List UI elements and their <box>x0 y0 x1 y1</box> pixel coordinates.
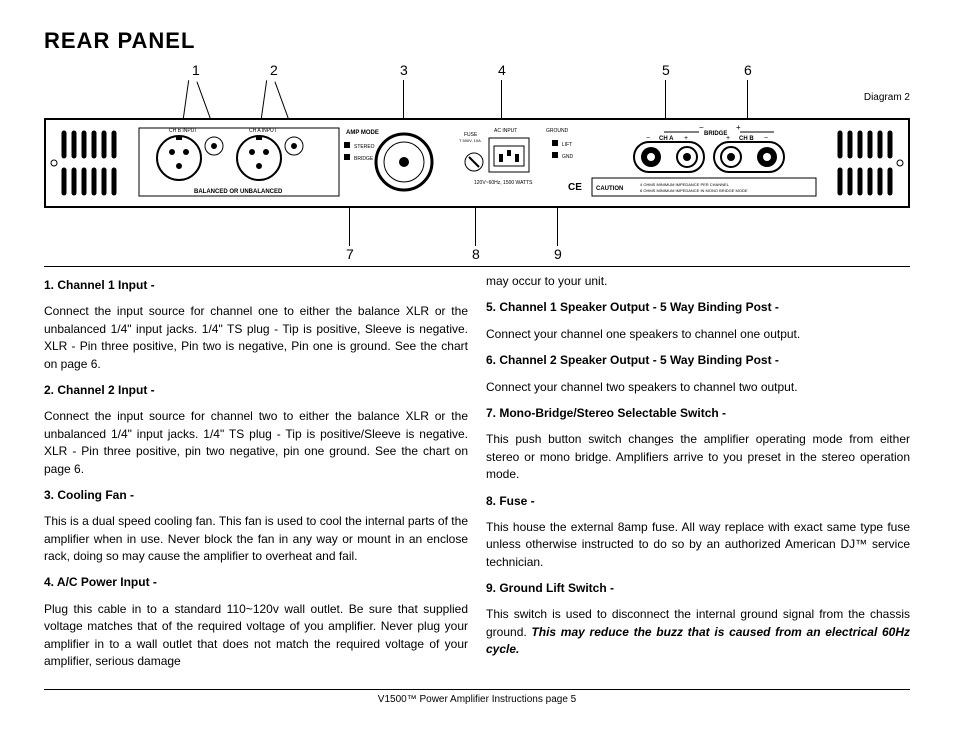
diagram: Diagram 2 1 2 3 4 5 6 7 8 9 <box>44 62 910 262</box>
diagram-caption: Diagram 2 <box>864 92 910 103</box>
page-title: REAR PANEL <box>44 28 910 54</box>
heading-1: 1. Channel 1 Input - <box>44 277 468 294</box>
label-balanced: BALANCED OR UNBALANCED <box>194 189 283 195</box>
body-3: This is a dual speed cooling fan. This f… <box>44 513 468 565</box>
body-4-cont: may occur to your unit. <box>486 273 910 290</box>
divider <box>44 266 910 267</box>
callout-6: 6 <box>744 62 752 78</box>
rear-panel-svg: CH B INPUT CH A INPUT BALANCED OR UNBALA… <box>44 118 910 208</box>
ce-mark: CE <box>568 182 582 193</box>
svg-text:LIFT: LIFT <box>562 142 572 148</box>
right-column: may occur to your unit. 5. Channel 1 Spe… <box>486 273 910 679</box>
heading-3: 3. Cooling Fan - <box>44 487 468 504</box>
label-stereo: STEREO <box>354 144 375 150</box>
callout-1: 1 <box>192 62 200 78</box>
left-column: 1. Channel 1 Input - Connect the input s… <box>44 273 468 679</box>
heading-9: 9. Ground Lift Switch - <box>486 580 910 597</box>
svg-text:−: − <box>646 135 650 142</box>
callout-2: 2 <box>270 62 278 78</box>
body-8: This house the external 8amp fuse. All w… <box>486 519 910 571</box>
callout-4: 4 <box>498 62 506 78</box>
body-2: Connect the input source for channel two… <box>44 408 468 478</box>
svg-text:+: + <box>726 135 730 142</box>
heading-8: 8. Fuse - <box>486 493 910 510</box>
body-1: Connect the input source for channel one… <box>44 303 468 373</box>
svg-text:−: − <box>764 135 768 142</box>
label-ampmode: AMP MODE <box>346 130 379 136</box>
label-cha-input: CH A INPUT <box>249 128 277 134</box>
heading-2: 2. Channel 2 Input - <box>44 382 468 399</box>
label-bridge: BRIDGE <box>704 131 727 137</box>
callout-9: 9 <box>554 246 562 262</box>
heading-4: 4. A/C Power Input - <box>44 574 468 591</box>
callout-7: 7 <box>346 246 354 262</box>
callout-5: 5 <box>662 62 670 78</box>
svg-text:CH B: CH B <box>739 136 754 142</box>
label-acrating: 120V~60Hz, 1500 WATTS <box>474 180 533 186</box>
svg-text:+: + <box>684 135 688 142</box>
callout-8: 8 <box>472 246 480 262</box>
svg-text:−: − <box>699 123 704 132</box>
body-9: This switch is used to disconnect the in… <box>486 606 910 658</box>
svg-text:CH A: CH A <box>659 136 674 142</box>
heading-5: 5. Channel 1 Speaker Output - 5 Way Bind… <box>486 299 910 316</box>
callout-3: 3 <box>400 62 408 78</box>
body-columns: 1. Channel 1 Input - Connect the input s… <box>44 273 910 679</box>
svg-text:8 OHMS MINIMUM IMPEDANCE IN MO: 8 OHMS MINIMUM IMPEDANCE IN MONO BRIDGE … <box>640 188 748 193</box>
body-5: Connect your channel one speakers to cha… <box>486 326 910 343</box>
body-4: Plug this cable in to a standard 110~120… <box>44 601 468 671</box>
svg-text:T 500V, 10A: T 500V, 10A <box>459 138 481 143</box>
svg-text:GND: GND <box>562 154 574 160</box>
label-caution: CAUTION <box>596 186 623 192</box>
label-chb-input: CH B INPUT <box>169 128 197 134</box>
label-acinput: AC INPUT <box>494 128 517 134</box>
heading-7: 7. Mono-Bridge/Stereo Selectable Switch … <box>486 405 910 422</box>
svg-text:+: + <box>736 123 741 132</box>
svg-text:4 OHMS MINIMUM IMPEDANCE PER C: 4 OHMS MINIMUM IMPEDANCE PER CHANNEL <box>640 182 730 187</box>
label-ground: GROUND <box>546 128 569 134</box>
heading-6: 6. Channel 2 Speaker Output - 5 Way Bind… <box>486 352 910 369</box>
body-6: Connect your channel two speakers to cha… <box>486 379 910 396</box>
footer-text: V1500™ Power Amplifier Instructions page… <box>44 690 910 705</box>
body-7: This push button switch changes the ampl… <box>486 431 910 483</box>
label-bridgesel: BRIDGE <box>354 156 374 162</box>
